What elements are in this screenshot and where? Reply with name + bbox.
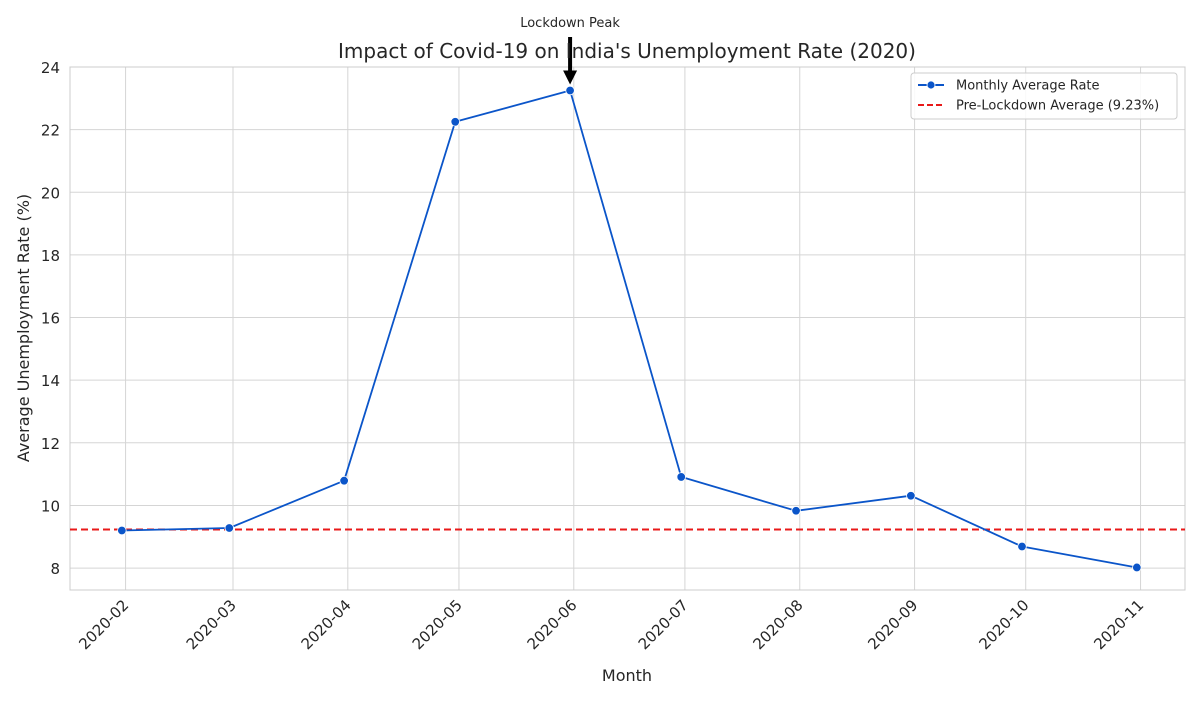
annotation-text: Lockdown Peak [520,16,620,31]
data-point [339,476,349,486]
data-point [676,472,686,482]
data-point [1132,562,1142,573]
x-axis-label: Month [602,666,652,685]
legend: Monthly Average Rate Pre-Lockdown Averag… [910,72,1178,120]
data-point [565,85,575,96]
x-tick-label: 2020-03 [183,596,240,653]
x-tick-label: 2020-08 [750,596,807,653]
plot-frame [69,66,1186,591]
y-tick-label: 12 [41,435,60,453]
legend-label-series: Monthly Average Rate [956,79,1100,94]
data-point [224,523,234,533]
annotation-arrow-head [563,70,578,85]
series-line [121,89,1137,569]
x-tick-label: 2020-05 [409,596,466,653]
x-tick-label: 2020-02 [75,596,132,653]
y-tick-label: 18 [41,247,60,265]
y-tick-label: 22 [41,122,60,140]
data-point [1017,541,1027,552]
data-point [117,525,127,536]
legend-marker-sample [926,80,936,90]
y-tick-label: 8 [50,560,60,578]
grid [70,66,1185,590]
legend-box [910,72,1178,120]
x-tick-label: 2020-11 [1090,596,1147,653]
x-tick-label: 2020-10 [975,596,1032,653]
x-tick-label: 2020-07 [635,596,692,653]
legend-label-reference: Pre-Lockdown Average (9.23%) [956,99,1159,114]
data-point [450,117,460,127]
chart-title: Impact of Covid-19 on India's Unemployme… [338,39,916,63]
y-tick-label: 16 [41,310,60,328]
data-point [906,491,916,501]
y-tick-label: 10 [41,497,60,515]
y-tick-label: 20 [41,184,60,202]
y-tick-label: 14 [41,372,60,390]
annotation-layer: Lockdown Peak [520,16,620,85]
y-tick-label: 24 [41,59,60,77]
x-tick-label: 2020-04 [298,596,355,653]
series-layer [117,85,1142,573]
data-point [791,506,801,516]
x-tick-label: 2020-06 [524,596,581,653]
y-axis-label: Average Unemployment Rate (%) [14,194,33,462]
axes: 8 10 12 14 16 18 20 22 24 2020-02 2020-03 2020-04 20… [41,59,1186,653]
x-tick-label: 2020-09 [864,596,921,653]
